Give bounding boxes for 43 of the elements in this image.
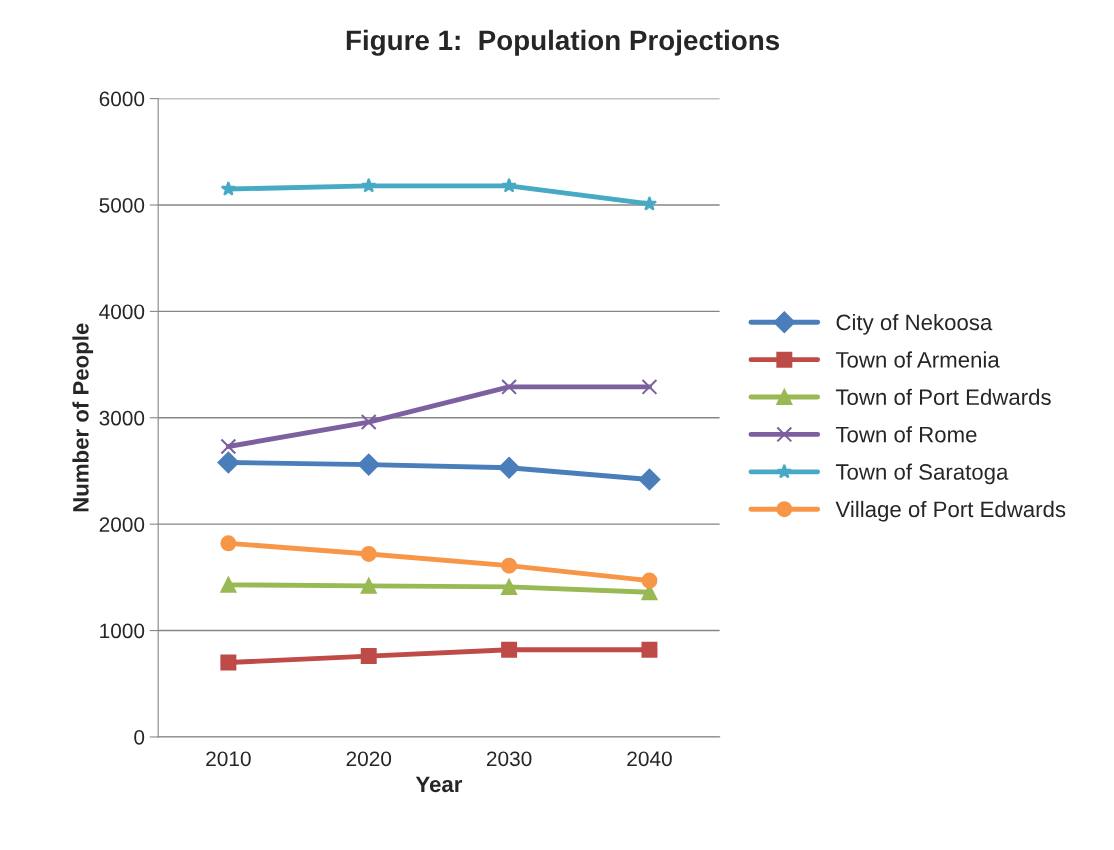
y-tick-label: 0 xyxy=(134,729,145,745)
x-tick-label: 2020 xyxy=(346,751,392,767)
x-tick-label: 2010 xyxy=(206,751,251,767)
legend-label: Town of Armenia xyxy=(835,351,1000,368)
legend-label: Town of Saratoga xyxy=(835,463,1009,485)
point xyxy=(498,456,520,479)
legend-label: Town of Rome xyxy=(835,426,977,443)
point xyxy=(220,181,237,196)
point xyxy=(360,545,377,562)
point xyxy=(360,648,377,665)
legend-label: City of Nekoosa xyxy=(836,313,993,335)
y-tick-label: 5000 xyxy=(99,197,145,213)
point xyxy=(217,451,240,474)
point xyxy=(638,468,661,491)
point xyxy=(501,557,518,574)
chart-title: Figure 1: Population Projections xyxy=(346,29,780,56)
x-tick-label: 2030 xyxy=(486,751,532,767)
point xyxy=(501,578,518,595)
point xyxy=(641,378,658,395)
point xyxy=(501,641,518,658)
point xyxy=(361,177,377,193)
legend-label: Village of Port Edwards xyxy=(835,500,1066,522)
y-tick-label: 4000 xyxy=(99,304,145,320)
y-tick-label: 2000 xyxy=(99,517,145,532)
legend-label: Town of Port Edwards xyxy=(835,388,1051,406)
point xyxy=(220,535,237,552)
y-axis-title: Number of People xyxy=(72,323,94,512)
point xyxy=(220,654,237,671)
point xyxy=(641,572,658,589)
point xyxy=(360,414,377,431)
point xyxy=(357,453,380,476)
y-tick-label: 1000 xyxy=(100,623,145,639)
point xyxy=(641,641,658,658)
x-tick-label: 2040 xyxy=(627,751,672,767)
point xyxy=(220,438,237,455)
y-tick-label: 6000 xyxy=(99,91,145,107)
y-tick-label: 3000 xyxy=(99,410,145,426)
point xyxy=(360,577,377,594)
point xyxy=(501,378,518,395)
point xyxy=(501,177,517,193)
x-axis-title: Year xyxy=(415,776,463,793)
point xyxy=(641,195,658,211)
point xyxy=(220,576,237,593)
